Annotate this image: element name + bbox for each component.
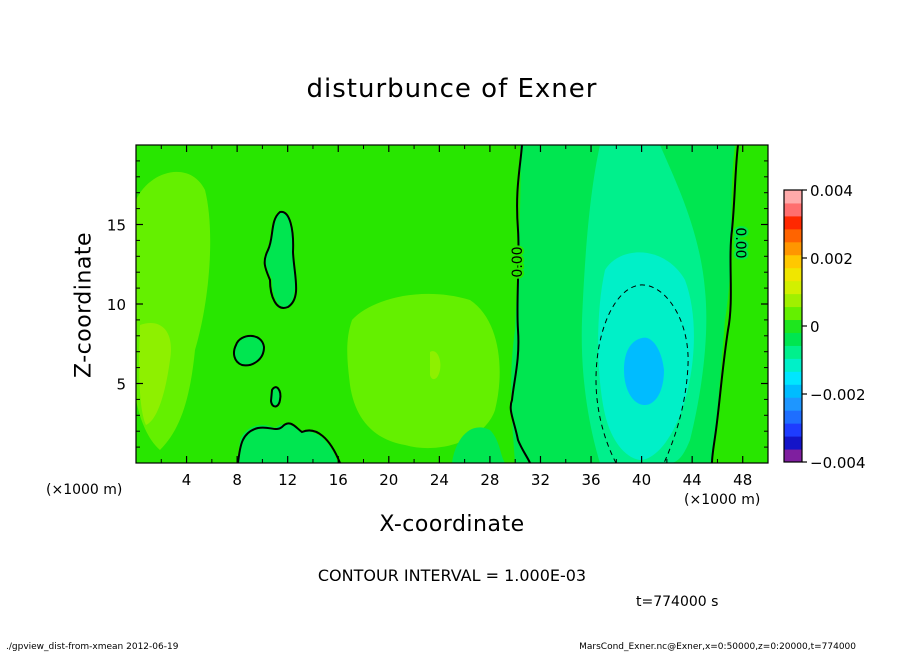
x-tick-label: 32	[531, 471, 550, 489]
x-tick-label: 44	[683, 471, 702, 489]
colorbar-swatch	[784, 371, 802, 385]
colorbar-swatch	[784, 267, 802, 282]
y-axis: 5 10 15	[107, 160, 768, 448]
contour-label-1: 0.00	[510, 246, 526, 277]
field-patch-negative-2	[233, 335, 265, 366]
y-tick-label: 15	[107, 217, 126, 235]
x-tick-label: 20	[379, 471, 398, 489]
colorbar-swatch	[784, 449, 802, 463]
colorbar-swatch	[784, 215, 802, 230]
colorbar-swatch	[784, 384, 802, 398]
colorbar: 0.004 0.002 0 −0.002 −0.004	[783, 182, 866, 472]
colorbar-swatch	[784, 397, 802, 411]
field-patch-negative-bottom-2	[452, 427, 505, 463]
field-patch-left-core	[139, 323, 171, 425]
footer-left: ./gpview_dist-from-xmean 2012-06-19	[6, 642, 179, 652]
contour-zero-bottom	[237, 422, 341, 463]
field-patch-negative-bottom	[238, 424, 338, 463]
x-tick-label: 28	[480, 471, 499, 489]
contour-interval-text: CONTOUR INTERVAL = 1.000E-03	[317, 566, 587, 585]
chart-title: disturbunce of Exner	[306, 74, 598, 104]
y-axis-label: Z-coordinate	[71, 232, 97, 378]
contour-zero-loop-3	[269, 386, 282, 408]
colorbar-tick-label: 0.002	[810, 250, 853, 268]
footer-right: MarsCond_Exner.nc@Exner,x=0:50000,z=0:20…	[579, 642, 856, 652]
colorbar-tick-label: 0.004	[810, 182, 853, 200]
colorbar-swatch	[784, 254, 802, 269]
colorbar-swatch	[784, 332, 802, 346]
x-tick-label: 48	[733, 471, 752, 489]
contour-label-group: 0.00 0.00	[508, 225, 750, 279]
x-tick-label: 24	[430, 471, 449, 489]
colorbar-swatch	[784, 358, 802, 372]
x-unit-label-left: (×1000 m)	[46, 482, 123, 498]
x-axis: 4 8 12 16 20 24 28 32 36 40 44 48	[160, 145, 752, 489]
contour-zero-left	[509, 145, 531, 463]
colorbar-swatch	[784, 190, 802, 204]
contour-label-2: 0.00	[732, 227, 748, 258]
field-patch-negative-1	[265, 211, 296, 308]
x-axis-label: X-coordinate	[379, 512, 525, 537]
y-tick-label: 10	[107, 296, 126, 314]
x-tick-label: 16	[329, 471, 348, 489]
colorbar-swatch	[784, 423, 802, 437]
contour-zero-right	[711, 145, 739, 463]
colorbar-tick-label: 0	[810, 318, 820, 336]
contour-zero-loop-2	[233, 334, 266, 367]
colorbar-swatch	[784, 228, 802, 243]
colorbar-swatch	[784, 293, 802, 308]
colorbar-swatch	[784, 241, 802, 256]
contour-lines	[233, 145, 739, 463]
x-unit-label-right: (×1000 m)	[684, 492, 761, 508]
y-tick-label: 5	[116, 376, 126, 394]
colorbar-tick-label: −0.004	[810, 454, 866, 472]
field-region-minimum-core	[624, 337, 664, 405]
colorbar-swatch	[784, 345, 802, 359]
x-tick-label: 36	[581, 471, 600, 489]
contour-negative-dashed	[595, 284, 689, 463]
time-label: t=774000 s	[636, 594, 719, 610]
field-patch-center	[347, 293, 500, 449]
x-tick-label: 12	[278, 471, 297, 489]
colorbar-swatch	[784, 319, 802, 333]
colorbar-swatch	[784, 306, 802, 321]
contour-field	[136, 145, 768, 463]
field-patch-center-core	[430, 351, 441, 380]
colorbar-swatch	[784, 436, 802, 450]
colorbar-swatch	[784, 410, 802, 424]
colorbar-swatch	[784, 202, 802, 217]
colorbar-swatch	[784, 280, 802, 295]
colorbar-tick-label: −0.002	[810, 386, 866, 404]
contour-zero-loop-1	[263, 210, 298, 309]
x-tick-label: 4	[182, 471, 192, 489]
x-tick-label: 8	[232, 471, 242, 489]
x-tick-label: 40	[632, 471, 651, 489]
